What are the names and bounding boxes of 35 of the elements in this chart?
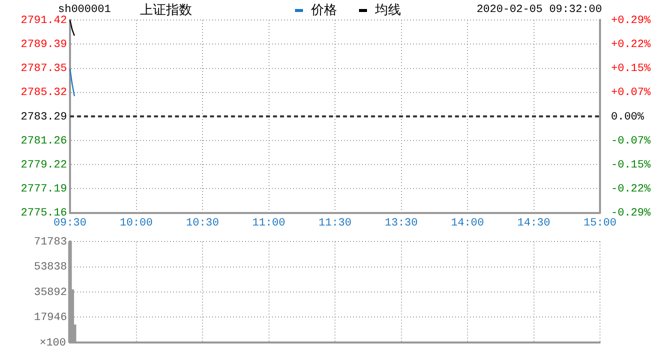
y2-tick-label: +0.22% xyxy=(611,39,652,52)
x-tick-label: 11:30 xyxy=(318,217,352,230)
x-tick-label: 11:00 xyxy=(252,217,286,230)
y-tick-label: 2789.39 xyxy=(20,38,67,51)
legend-label: 价格 xyxy=(311,2,337,19)
x-tick-label: 14:30 xyxy=(517,217,550,230)
x-tick-label: 10:30 xyxy=(186,217,220,230)
y2-tick-label: -0.15% xyxy=(611,160,652,172)
y2-tick-label: -0.07% xyxy=(611,135,652,148)
x-tick-label: 15:00 xyxy=(583,217,617,230)
text: 2020-02-05 09:32:00 xyxy=(476,4,602,16)
y-tick-label: 2787.35 xyxy=(20,63,67,76)
y-tick-label: 71783 xyxy=(34,236,67,249)
y-tick-label: 2777.19 xyxy=(20,184,67,196)
y2-tick-label: +0.15% xyxy=(611,63,652,76)
y-tick-label: 2785.32 xyxy=(20,87,67,100)
y2-tick-label: +0.29% xyxy=(611,14,652,27)
y-tick-label: 2783.29 xyxy=(20,111,67,124)
y2-tick-label: 0.00% xyxy=(611,111,644,124)
y-axis-title: ×100 xyxy=(40,337,66,350)
chart-title: 上证指数 xyxy=(140,2,192,19)
y-tick-label: 2779.22 xyxy=(20,160,67,172)
x-tick-label: 14:00 xyxy=(450,217,484,230)
y2-tick-label: +0.07% xyxy=(611,87,652,100)
y-tick-label: 53838 xyxy=(34,262,67,274)
x-tick-label: 10:00 xyxy=(120,217,153,230)
x-tick-label: 13:30 xyxy=(384,217,418,230)
x-tick-label: 09:30 xyxy=(53,217,87,230)
y2-tick-label: -0.22% xyxy=(611,184,652,196)
chart-subtitle: sh000001 xyxy=(58,4,111,16)
y-tick-label: 2781.26 xyxy=(20,135,67,148)
y-tick-label: 35892 xyxy=(34,286,67,299)
y-tick-label: 17946 xyxy=(34,312,67,324)
y-tick-label: 2791.42 xyxy=(20,14,67,27)
legend-label: 均线 xyxy=(375,2,401,19)
